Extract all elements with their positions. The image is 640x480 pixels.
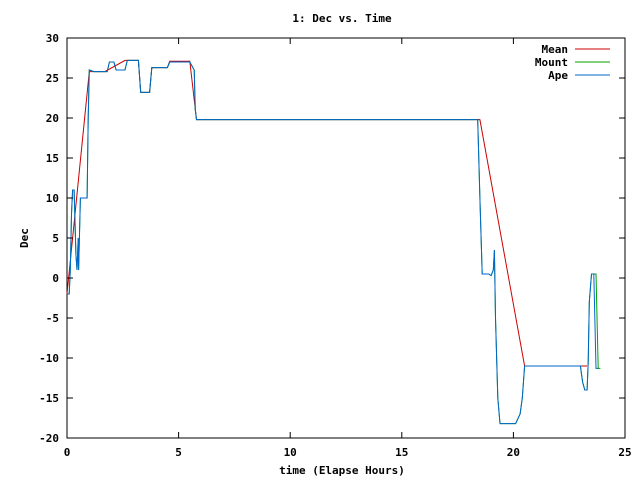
plot-frame: [66, 37, 626, 439]
x-tick-label: 5: [175, 446, 182, 459]
x-tick-label: 10: [284, 446, 297, 459]
legend-label-ape: Ape: [548, 69, 568, 82]
y-tick-label: 20: [46, 112, 59, 125]
y-tick-label: 10: [46, 192, 59, 205]
legend-label-mean: Mean: [542, 43, 569, 56]
legend-label-mount: Mount: [535, 56, 568, 69]
y-tick-label: -5: [46, 312, 59, 325]
y-tick-label: 30: [46, 32, 59, 45]
x-axis-label: time (Elapse Hours): [279, 464, 405, 477]
chart-title: 1: Dec vs. Time: [292, 12, 392, 25]
ticks-layer: 0 5 10 15 20 25 30 25 20 15 10 5 0 -5 -10 -15 -20: [39, 32, 632, 459]
x-tick-label: 15: [395, 446, 408, 459]
y-tick-label: -10: [39, 352, 59, 365]
series-layer: [66, 59, 601, 425]
y-tick-label: -15: [39, 392, 59, 405]
y-tick-label: 15: [46, 152, 59, 165]
y-axis-label: Dec: [18, 228, 31, 248]
x-tick-label: 0: [64, 446, 71, 459]
x-tick-label: 25: [618, 446, 631, 459]
y-tick-label: 25: [46, 72, 59, 85]
y-tick-label: 0: [52, 272, 59, 285]
series-line-mount: [67, 59, 601, 425]
series-line-mean: [66, 59, 588, 367]
x-tick-label: 20: [507, 446, 520, 459]
y-tick-label: 5: [52, 232, 59, 245]
series-line-ape: [67, 59, 599, 425]
y-tick-label: -20: [39, 432, 59, 445]
